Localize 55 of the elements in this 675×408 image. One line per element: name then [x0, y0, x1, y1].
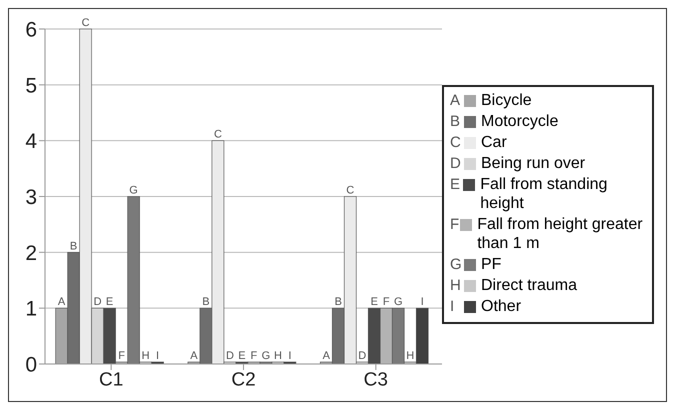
data-label: C [82, 17, 90, 29]
data-label: G [394, 296, 403, 308]
data-label: E [238, 350, 246, 362]
data-label: B [202, 296, 210, 308]
data-label: H [142, 350, 150, 362]
legend-label: Motorcycle [481, 112, 558, 130]
data-label: I [288, 350, 292, 362]
data-label: B [334, 296, 342, 308]
data-label: C [346, 184, 354, 196]
text: A [450, 92, 460, 108]
data-label: F [118, 350, 126, 362]
text: C [450, 134, 461, 150]
text: B [450, 112, 460, 130]
text: H [450, 276, 461, 294]
legend-label: Fall from height greater than 1 m [477, 214, 644, 252]
data-label: D [358, 350, 366, 362]
y-tick-label: 3 [25, 186, 37, 209]
data-label: D [226, 350, 234, 362]
data-label: D [94, 296, 102, 308]
y-tick-label: 1 [25, 298, 37, 321]
text: I [450, 298, 454, 314]
y-tick-label: 4 [25, 130, 38, 154]
data-label: G [262, 350, 270, 362]
data-label: G [129, 184, 138, 196]
text: F [450, 216, 460, 232]
data-label: E [370, 296, 378, 308]
data-label: C [214, 128, 222, 141]
data-label: F [382, 296, 390, 308]
data-label: A [58, 296, 66, 308]
x-tick-label: C2 [231, 369, 256, 390]
text: E [450, 176, 460, 192]
legend-label: Other [481, 296, 522, 316]
data-label: I [156, 350, 160, 362]
legend-label: Being run over [481, 154, 586, 172]
data-label: I [420, 296, 424, 308]
legend-label: PF [481, 254, 502, 274]
data-label: A [322, 350, 331, 362]
y-tick-label: 2 [25, 242, 37, 265]
data-label: H [406, 350, 414, 362]
text: D [450, 154, 461, 172]
x-tick-label: C1 [99, 369, 124, 390]
data-label: B [70, 240, 78, 252]
legend-label: Fall from standing height [480, 174, 608, 212]
y-tick-label: 6 [25, 18, 37, 42]
data-label: A [190, 350, 198, 362]
y-tick-label: 5 [25, 74, 37, 98]
x-tick-label: C3 [364, 369, 388, 390]
text: G [450, 256, 462, 272]
data-label: E [106, 296, 114, 308]
data-label: H [274, 350, 282, 362]
data-label: F [250, 350, 258, 362]
y-tick-label: 0 [25, 353, 37, 376]
legend-label: Car [481, 132, 507, 152]
legend-label: Bicycle [481, 90, 532, 110]
legend-label: Direct trauma [481, 276, 578, 294]
